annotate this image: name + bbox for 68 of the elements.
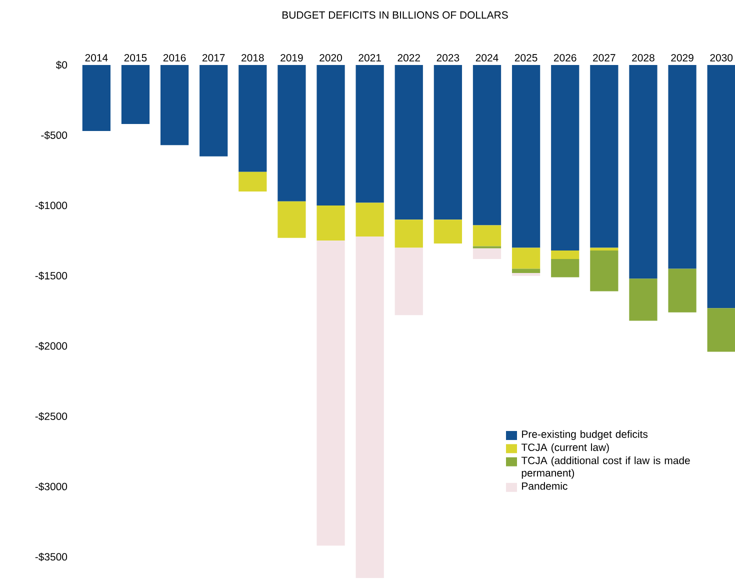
- x-tick-label: 2021: [358, 54, 381, 62]
- bar: [434, 64, 462, 220]
- bar: [472, 248, 502, 259]
- x-tick-label: 2017: [202, 54, 225, 62]
- bar: [278, 201, 306, 238]
- bar: [707, 64, 735, 308]
- x-tick-label: 2023: [436, 54, 460, 62]
- y-tick-label: -$1500: [35, 272, 68, 280]
- x-tick-label: 2029: [671, 54, 694, 62]
- bar: [160, 64, 189, 146]
- bar: [472, 225, 502, 246]
- bar: [512, 64, 540, 248]
- chart-title: BUDGET DEFICITS IN BILLIONS OF DOLLARS: [282, 11, 508, 19]
- bar: [238, 64, 267, 172]
- legend-label: Pre-existing budget deficits: [522, 430, 648, 440]
- x-tick-label: 2025: [514, 54, 538, 62]
- legend-label: TCJA (additional cost if law is made permanent): [521, 456, 690, 479]
- y-tick-label: -$2500: [35, 412, 68, 421]
- bar: [278, 64, 306, 202]
- x-tick-label: 2014: [85, 54, 108, 62]
- bar: [394, 248, 423, 316]
- y-tick-label: -$1000: [35, 201, 68, 210]
- bar: [82, 64, 110, 132]
- bar: [551, 250, 580, 259]
- bar: [629, 64, 658, 279]
- bar: [394, 220, 423, 248]
- y-tick-label: -$3000: [35, 482, 68, 491]
- bar: [707, 308, 735, 352]
- legend-label: TCJA (current law): [521, 443, 609, 454]
- bar: [472, 64, 502, 226]
- legend-label: Pandemic: [522, 482, 568, 490]
- x-tick-label: 2022: [398, 54, 420, 62]
- x-tick-label: 2020: [320, 54, 342, 62]
- bar: [668, 64, 696, 269]
- bar: [434, 220, 462, 244]
- bar: [356, 236, 384, 578]
- y-tick-label: -$3500: [35, 552, 68, 562]
- bar: [200, 64, 228, 156]
- bar: [394, 64, 423, 220]
- x-tick-label: 2019: [280, 54, 303, 62]
- y-tick-label: -$2000: [35, 342, 68, 350]
- y-tick-label: $0: [56, 60, 68, 70]
- bar: [590, 250, 618, 292]
- x-tick-label: 2024: [476, 54, 498, 62]
- bar: [590, 248, 618, 251]
- bar: [121, 64, 150, 124]
- bar: [590, 64, 618, 248]
- bar: [356, 202, 384, 236]
- bar: [512, 248, 540, 269]
- bar: [238, 172, 267, 192]
- x-tick-label: 2028: [632, 54, 654, 62]
- x-tick-label: 2015: [124, 54, 147, 62]
- x-tick-label: 2027: [593, 54, 616, 62]
- bar: [316, 206, 345, 241]
- bar: [512, 268, 540, 274]
- bar: [551, 258, 580, 278]
- x-tick-label: 2018: [242, 54, 264, 62]
- y-tick-label: -$500: [41, 131, 68, 140]
- bar: [629, 278, 658, 321]
- bar: [512, 273, 540, 276]
- x-tick-label: 2026: [554, 54, 576, 62]
- bar: [551, 64, 580, 251]
- x-tick-label: 2016: [163, 54, 186, 62]
- bar: [668, 268, 696, 312]
- bar: [356, 64, 384, 203]
- bar: [316, 64, 345, 206]
- x-tick-label: 2030: [710, 54, 733, 62]
- bar: [316, 240, 345, 546]
